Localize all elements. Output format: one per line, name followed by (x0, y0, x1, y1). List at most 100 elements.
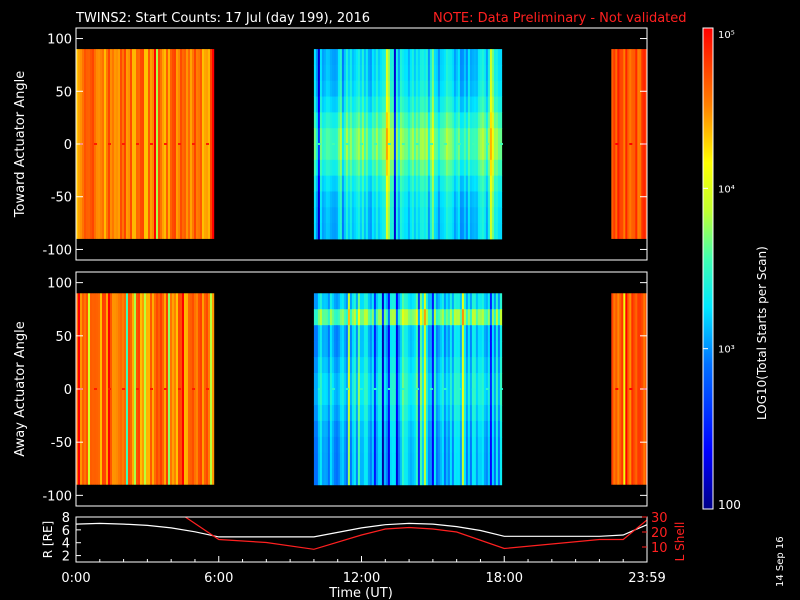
heatmap-cell (327, 452, 331, 470)
heatmap-cell (481, 468, 485, 486)
heatmap-cell (321, 223, 325, 240)
heatmap-cell (339, 325, 343, 342)
heatmap-cell (321, 191, 325, 208)
heatmap-cell (495, 112, 499, 129)
heatmap-cell (361, 309, 365, 326)
heatmap-cell (319, 175, 323, 192)
heatmap-cell (323, 96, 327, 113)
heatmap-cell (427, 112, 431, 129)
zero-angle-mark (317, 388, 321, 390)
heatmap-cell (483, 159, 487, 177)
heatmap-cell (319, 207, 323, 224)
heatmap-cell (633, 49, 636, 239)
heatmap-column (443, 49, 447, 240)
heatmap-cell (343, 223, 347, 240)
heatmap-cell (371, 128, 375, 145)
heatmap-cell (455, 420, 459, 438)
heatmap-cell (437, 223, 441, 240)
heatmap-cell (493, 80, 497, 98)
heatmap-cell (471, 341, 475, 358)
zero-angle-mark (345, 143, 349, 145)
heatmap-cell (423, 128, 427, 145)
heatmap-cell (451, 341, 455, 358)
heatmap-cell (447, 468, 451, 486)
heatmap-cell (483, 293, 487, 310)
heatmap-cell (499, 373, 503, 390)
heatmap-cell (457, 468, 461, 486)
heatmap-cell (385, 112, 389, 129)
heatmap-cell (455, 191, 459, 208)
heatmap-cell (118, 293, 121, 485)
heatmap-cell (419, 223, 423, 240)
heatmap-cell (401, 112, 405, 129)
heatmap-cell (445, 373, 449, 390)
heatmap-cell (435, 96, 439, 113)
x-tick-label: 12:00 (343, 571, 380, 586)
heatmap-column (463, 293, 467, 486)
heatmap-column (124, 49, 127, 239)
heatmap-column (429, 49, 433, 240)
heatmap-cell (429, 80, 433, 98)
heatmap-cell (453, 436, 457, 454)
heatmap-cell (387, 357, 391, 374)
heatmap-cell (469, 159, 473, 177)
heatmap-cell (435, 144, 439, 161)
heatmap-cell (439, 452, 443, 470)
heatmap-cell (367, 80, 371, 98)
heatmap-cell (489, 309, 493, 326)
heatmap-cell (327, 223, 331, 240)
heatmap-cell (421, 452, 425, 470)
heatmap-cell (317, 80, 321, 98)
heatmap-cell (419, 159, 423, 177)
heatmap-cell (343, 420, 347, 438)
heatmap-cell (345, 207, 349, 224)
heatmap-cell (399, 80, 403, 98)
heatmap-cell (335, 223, 339, 240)
heatmap-cell (353, 49, 357, 66)
heatmap-cell (439, 436, 443, 454)
heatmap-cell (329, 293, 333, 310)
heatmap-cell (451, 309, 455, 326)
heatmap-cell (497, 436, 501, 454)
heatmap-cell (433, 389, 437, 406)
heatmap-cell (347, 309, 351, 326)
heatmap-cell (327, 420, 331, 438)
heatmap-cell (465, 404, 469, 422)
heatmap-cell (317, 325, 321, 342)
heatmap-cell (341, 80, 345, 98)
heatmap-cell (417, 191, 421, 208)
heatmap-cell (387, 325, 391, 342)
heatmap-cell (325, 436, 329, 454)
heatmap-cell (491, 49, 495, 66)
heatmap-cell (469, 175, 473, 192)
heatmap-cell (313, 373, 317, 390)
heatmap-cell (331, 64, 335, 82)
heatmap-cell (315, 144, 319, 161)
heatmap-cell (449, 80, 453, 98)
heatmap-cell (485, 207, 489, 224)
heatmap-cell (497, 159, 501, 177)
heatmap-cell (495, 96, 499, 113)
heatmap-column (627, 49, 630, 239)
heatmap-cell (367, 128, 371, 145)
heatmap-cell (419, 404, 423, 422)
heatmap-cell (359, 373, 363, 390)
heatmap-cell (375, 175, 379, 192)
heatmap-column (413, 49, 417, 240)
heatmap-cell (373, 223, 377, 240)
heatmap-cell (162, 293, 165, 485)
heatmap-column (140, 293, 143, 485)
heatmap-cell (363, 357, 367, 374)
heatmap-cell (325, 175, 329, 192)
heatmap-cell (345, 436, 349, 454)
heatmap-cell (387, 128, 391, 145)
heatmap-cell (447, 341, 451, 358)
heatmap-cell (379, 64, 383, 82)
heatmap-cell (379, 293, 383, 310)
heatmap-cell (208, 49, 211, 239)
heatmap-cell (447, 112, 451, 129)
heatmap-cell (411, 341, 415, 358)
heatmap-cell (477, 49, 481, 66)
heatmap-cell (212, 49, 215, 239)
heatmap-column (431, 49, 435, 240)
